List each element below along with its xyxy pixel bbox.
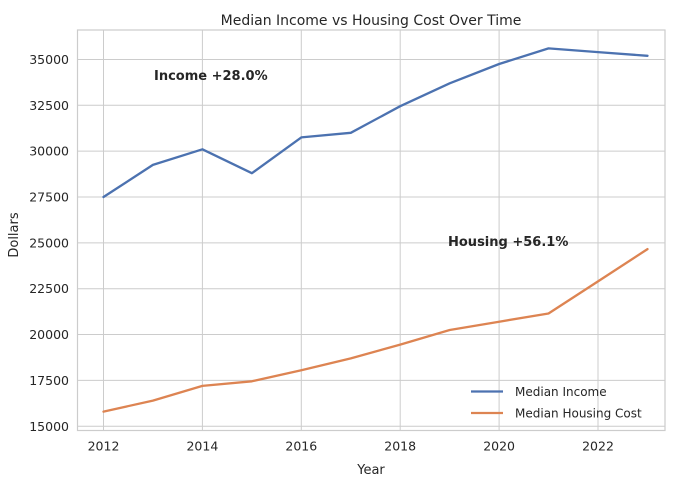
x-tick-label: 2020 [483, 439, 515, 454]
y-tick-label: 17500 [29, 373, 69, 388]
y-axis-label: Dollars [7, 212, 22, 257]
legend-label-median-housing-cost: Median Housing Cost [515, 407, 642, 421]
legend-label-median-income: Median Income [515, 385, 607, 399]
chart-title: Median Income vs Housing Cost Over Time [221, 13, 522, 29]
x-tick-label: 2022 [582, 439, 614, 454]
plot-border [76, 29, 666, 432]
y-tick-label: 20000 [29, 327, 69, 342]
y-tick-label: 30000 [29, 144, 69, 159]
housing-change-annotation: Housing +56.1% [448, 235, 568, 250]
y-tick-label: 25000 [29, 235, 69, 250]
legend: Median Income Median Housing Cost [471, 385, 642, 421]
y-tick-label: 27500 [29, 190, 69, 205]
income-change-annotation: Income +28.0% [154, 69, 268, 84]
gridlines [77, 30, 665, 431]
y-tick-label: 32500 [29, 98, 69, 113]
x-tick-label: 2018 [384, 439, 416, 454]
x-tick-label: 2012 [88, 439, 120, 454]
x-axis-label: Year [356, 463, 385, 478]
series-line-median-housing-cost [102, 247, 649, 413]
y-tick-label: 15000 [29, 419, 69, 434]
y-tick-label: 35000 [29, 52, 69, 67]
series-lines [102, 47, 649, 413]
series-line-median-income [102, 47, 649, 199]
x-tick-label: 2014 [186, 439, 218, 454]
y-tick-label: 22500 [29, 281, 69, 296]
tick-labels: 2012 2014 2016 2018 2020 2022 15000 17500 20000 2… [29, 52, 614, 454]
x-tick-label: 2016 [285, 439, 317, 454]
